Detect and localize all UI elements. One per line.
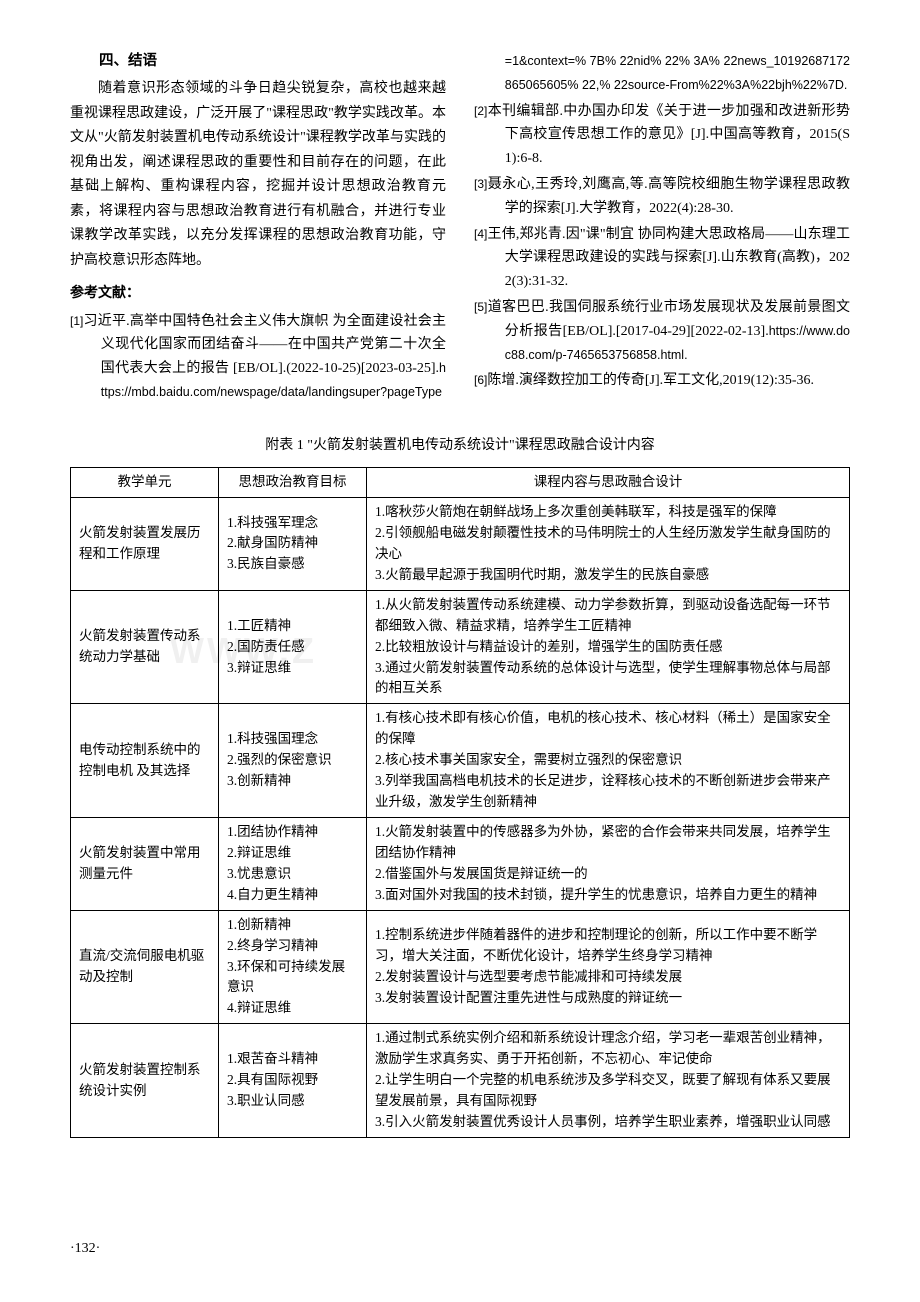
table-header-row: 教学单元 思想政治教育目标 课程内容与思政融合设计: [71, 468, 850, 498]
reference-item: [3]聂永心,王秀玲,刘鹰高,等.高等院校细胞生物学课程思政教学的探索[J].大…: [474, 173, 850, 221]
section-heading: 四、结语: [70, 50, 446, 73]
table-cell: 1.通过制式系统实例介绍和新系统设计理念介绍，学习老一辈艰苦创业精神，激励学生求…: [367, 1024, 850, 1138]
table-cell: 1.科技强军理念2.献身国防精神3.民族自豪感: [219, 498, 367, 591]
table-cell: 直流/交流伺服电机驱动及控制: [71, 910, 219, 1024]
table-cell: 1.从火箭发射装置传动系统建模、动力学参数折算，到驱动设备选配每一环节都细致入微…: [367, 590, 850, 704]
section-body: 随着意识形态领域的斗争日趋尖锐复杂，高校也越来越重视课程思政建设，广泛开展了"课…: [70, 77, 446, 273]
reference-item: [6]陈增.演绎数控加工的传奇[J].军工文化,2019(12):35-36.: [474, 369, 850, 393]
table-cell: 火箭发射装置中常用测量元件: [71, 817, 219, 910]
table-row: 火箭发射装置发展历程和工作原理1.科技强军理念2.献身国防精神3.民族自豪感1.…: [71, 498, 850, 591]
reference-item: [5]道客巴巴.我国伺服系统行业市场发展现状及发展前景图文分析报告[EB/OL]…: [474, 296, 850, 367]
table-cell: 1.控制系统进步伴随着器件的进步和控制理论的创新，所以工作中要不断学习，增大关注…: [367, 910, 850, 1024]
table-cell: 1.艰苦奋斗精神2.具有国际视野3.职业认同感: [219, 1024, 367, 1138]
table-row: 火箭发射装置中常用测量元件1.团结协作精神2.辩证思维3.忧患意识4.自力更生精…: [71, 817, 850, 910]
table-cell: 1.团结协作精神2.辩证思维3.忧患意识4.自力更生精神: [219, 817, 367, 910]
two-column-text: 四、结语 随着意识形态领域的斗争日趋尖锐复杂，高校也越来越重视课程思政建设，广泛…: [70, 50, 850, 405]
table-cell: 火箭发射装置发展历程和工作原理: [71, 498, 219, 591]
table-cell: 电传动控制系统中的控制电机 及其选择: [71, 704, 219, 818]
table-header: 教学单元: [71, 468, 219, 498]
table-row: 电传动控制系统中的控制电机 及其选择1.科技强国理念2.强烈的保密意识3.创新精…: [71, 704, 850, 818]
table-cell: 1.喀秋莎火箭炮在朝鲜战场上多次重创美韩联军，科技是强军的保障2.引领舰船电磁发…: [367, 498, 850, 591]
content-table: 教学单元 思想政治教育目标 课程内容与思政融合设计 火箭发射装置发展历程和工作原…: [70, 467, 850, 1138]
table-row: 直流/交流伺服电机驱动及控制1.创新精神2.终身学习精神3.环保和可持续发展意识…: [71, 910, 850, 1024]
reference-item: [2]本刊编辑部.中办国办印发《关于进一步加强和改进新形势下高校宣传思想工作的意…: [474, 100, 850, 171]
table-cell: 1.创新精神2.终身学习精神3.环保和可持续发展意识4.辩证思维: [219, 910, 367, 1024]
table-caption: 附表 1 "火箭发射装置机电传动系统设计"课程思政融合设计内容: [70, 435, 850, 457]
reference-item: [4]王伟,郑兆青.因"课"制宜 协同构建大思政格局——山东理工大学课程思政建设…: [474, 223, 850, 294]
table-header: 课程内容与思政融合设计: [367, 468, 850, 498]
references-title: 参考文献：: [70, 283, 446, 305]
table-row: 火箭发射装置控制系统设计实例1.艰苦奋斗精神2.具有国际视野3.职业认同感1.通…: [71, 1024, 850, 1138]
table-cell: 火箭发射装置传动系统动力学基础: [71, 590, 219, 704]
table-header: 思想政治教育目标: [219, 468, 367, 498]
table-cell: 火箭发射装置控制系统设计实例: [71, 1024, 219, 1138]
table-cell: 1.有核心技术即有核心价值，电机的核心技术、核心材料（稀土）是国家安全的保障2.…: [367, 704, 850, 818]
table-cell: 1.科技强国理念2.强烈的保密意识3.创新精神: [219, 704, 367, 818]
table-row: 火箭发射装置传动系统动力学基础1.工匠精神2.国防责任感3.辩证思维1.从火箭发…: [71, 590, 850, 704]
table-cell: 1.工匠精神2.国防责任感3.辩证思维: [219, 590, 367, 704]
table-cell: 1.火箭发射装置中的传感器多为外协，紧密的合作会带来共同发展，培养学生团结协作精…: [367, 817, 850, 910]
page-number: ·132·: [70, 1238, 850, 1260]
